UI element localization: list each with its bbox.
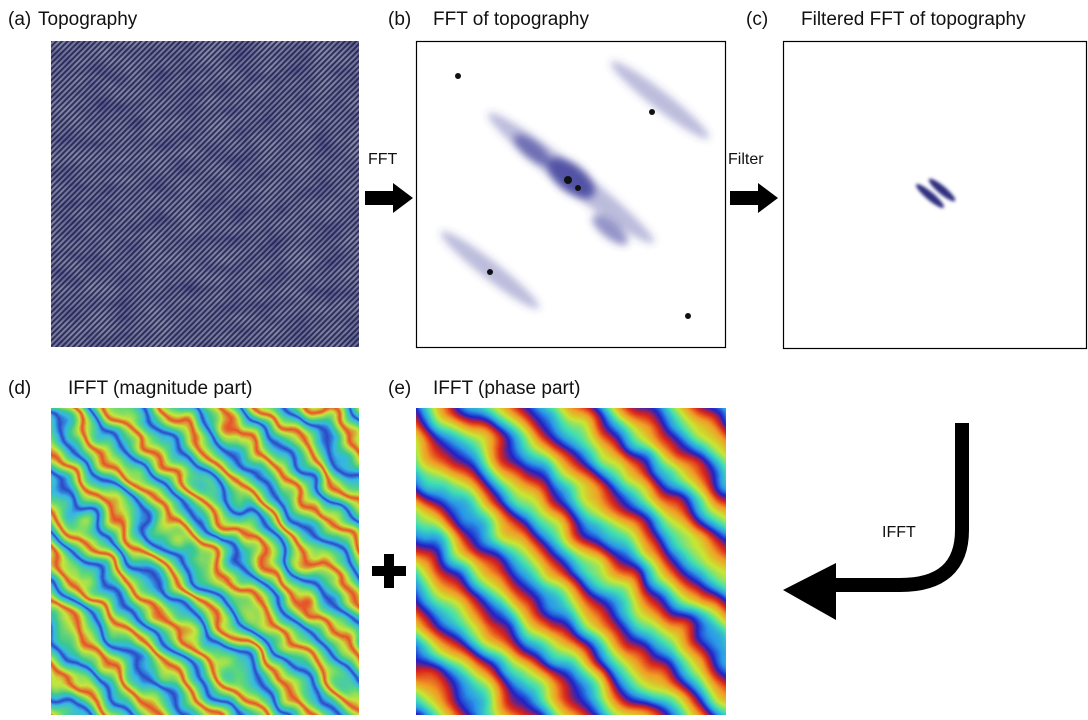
fft-image <box>415 40 727 349</box>
filtered-fft-image <box>782 40 1088 350</box>
phase-image <box>416 408 726 715</box>
panel-tag: (c) <box>746 9 768 30</box>
arrow-head <box>783 563 836 620</box>
panel-title: FFT of topography <box>433 9 589 30</box>
panel-title: IFFT (magnitude part) <box>68 378 252 399</box>
plus-sign <box>372 554 406 588</box>
panel-tag: (d) <box>8 378 31 399</box>
arrow-label: FFT <box>368 151 398 168</box>
panel-title: IFFT (phase part) <box>433 378 580 399</box>
topography-image <box>51 41 359 347</box>
arrow <box>365 183 413 213</box>
panel-tag: (a) <box>8 9 31 30</box>
arrow-label: IFFT <box>882 524 916 541</box>
panel-title: Topography <box>38 9 138 30</box>
panel-tag: (e) <box>388 378 411 399</box>
curved-arrow <box>832 423 969 592</box>
panel-title: Filtered FFT of topography <box>801 9 1026 30</box>
arrow-label: Filter <box>728 151 764 168</box>
panel-tag: (b) <box>388 9 411 30</box>
arrow <box>730 183 778 213</box>
magnitude-image <box>51 408 359 715</box>
